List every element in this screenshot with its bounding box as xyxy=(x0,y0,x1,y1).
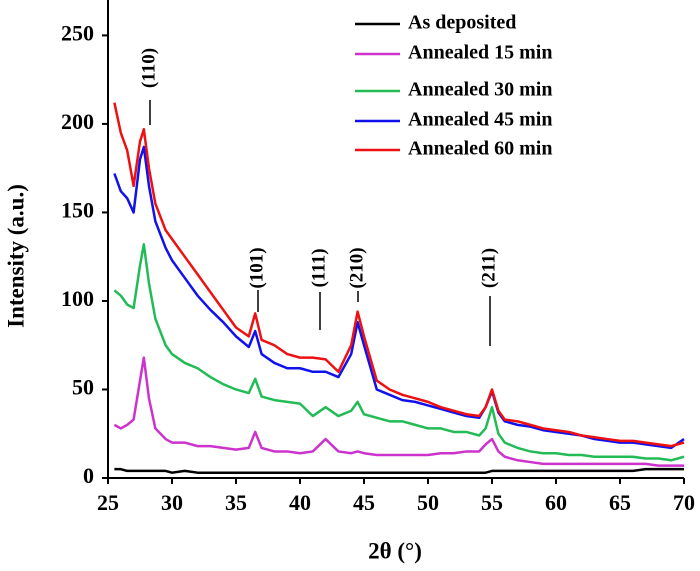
y-tick-label: 0 xyxy=(83,463,94,488)
peak-label: (210) xyxy=(346,247,367,288)
legend-label: Annealed 45 min xyxy=(408,109,552,131)
y-axis-label: Intensity (a.u.) xyxy=(3,184,28,328)
x-tick-label: 30 xyxy=(161,490,183,515)
x-tick-label: 70 xyxy=(673,490,695,515)
x-tick-label: 35 xyxy=(225,490,247,515)
y-tick-label: 250 xyxy=(61,20,94,45)
x-axis-label: 2θ (°) xyxy=(368,538,422,563)
peak-label: (101) xyxy=(246,247,267,288)
x-tick-label: 55 xyxy=(481,490,503,515)
y-tick-label: 100 xyxy=(61,286,94,311)
legend-label: Annealed 15 min xyxy=(408,42,552,64)
x-tick-label: 25 xyxy=(97,490,119,515)
x-tick-label: 65 xyxy=(609,490,631,515)
series-line xyxy=(113,243,685,462)
y-tick-label: 200 xyxy=(61,109,94,134)
legend-label: Annealed 60 min xyxy=(408,138,552,160)
series-line xyxy=(113,356,684,467)
series-line xyxy=(114,467,684,474)
x-tick-label: 45 xyxy=(353,490,375,515)
series-line xyxy=(113,102,685,448)
peak-label: (211) xyxy=(478,248,499,288)
legend-label: Annealed 30 min xyxy=(408,79,552,101)
x-tick-label: 40 xyxy=(289,490,311,515)
y-tick-label: 50 xyxy=(72,375,94,400)
y-tick-label: 150 xyxy=(61,197,94,222)
peak-label: (111) xyxy=(308,248,329,287)
x-tick-label: 60 xyxy=(545,490,567,515)
series-line xyxy=(113,145,685,450)
peak-label: (110) xyxy=(138,48,159,88)
x-tick-label: 50 xyxy=(417,490,439,515)
legend-label: As deposited xyxy=(408,12,516,34)
